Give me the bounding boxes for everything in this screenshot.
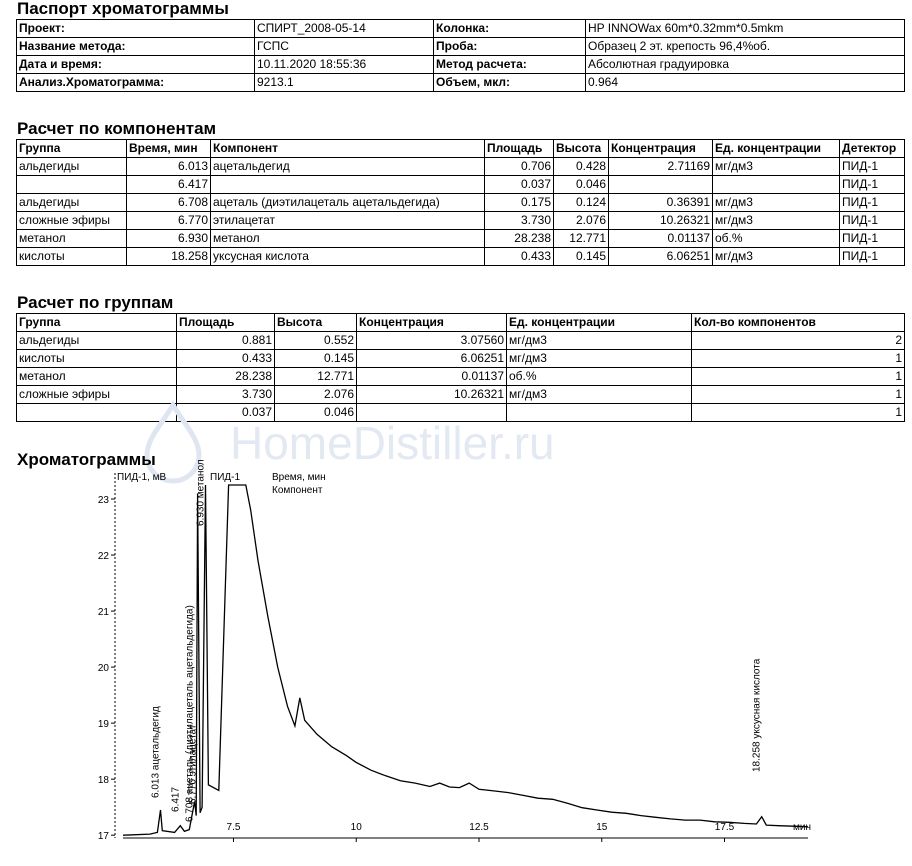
- peak-label: 18.258 уксусная кислота: [752, 658, 763, 772]
- table-cell: 0.145: [553, 247, 609, 266]
- table-cell: мг/дм3: [712, 247, 840, 266]
- table-cell: 0.037: [484, 175, 554, 194]
- x-tick-label: 7.5: [227, 822, 241, 833]
- y-tick-label: 21: [98, 607, 110, 618]
- passport-row: Проект: СПИРТ_2008-05-14 Колонка: HP INNOWa…: [16, 19, 905, 38]
- table-row: альдегиды 6.708 ацеталь (диэтилацеталь аце…: [16, 193, 905, 212]
- table-cell: 1: [691, 403, 905, 422]
- table-cell: 0.36391: [608, 193, 713, 212]
- passport-value: 9213.1: [254, 73, 434, 92]
- legend-entry: Время, мин: [272, 472, 326, 483]
- page-title: Паспорт хроматограммы: [17, 0, 229, 18]
- chromatogram-trace: [122, 484, 809, 836]
- table-cell: метанол: [16, 229, 127, 248]
- column-header: Площадь: [484, 139, 554, 158]
- passport-value: Образец 2 эт. крепость 96,4%об.: [585, 37, 905, 56]
- passport-value: СПИРТ_2008-05-14: [254, 19, 434, 38]
- table-cell: ПИД-1: [839, 247, 905, 266]
- table-cell: 0.433: [484, 247, 554, 266]
- x-tick-label: 15: [596, 822, 608, 833]
- y-tick-label: 18: [98, 775, 110, 786]
- y-tick-label: 22: [98, 551, 110, 562]
- table-cell: ацеталь (диэтилацеталь ацетальдегида): [210, 193, 485, 212]
- detector-label: ПИД-1, мВ: [117, 472, 166, 483]
- y-tick-label: 23: [98, 495, 110, 506]
- peak-label: 6.013 ацетальдегид: [150, 706, 161, 798]
- table-cell: 6.930: [126, 229, 211, 248]
- table-cell: мг/дм3: [712, 193, 840, 212]
- column-header: Ед. концентрации: [712, 139, 840, 158]
- table-cell: мг/дм3: [712, 211, 840, 230]
- column-header: Ед. концентрации: [506, 313, 692, 332]
- table-cell: альдегиды: [16, 157, 127, 176]
- table-cell: 0.124: [553, 193, 609, 212]
- table-row: сложные эфиры 6.770 этилацетат 3.730 2.076 10…: [16, 211, 905, 230]
- x-tick-label: 10: [351, 822, 363, 833]
- table-row: сложные эфиры 3.730 2.076 10.26321 мг/дм3 1: [16, 385, 905, 404]
- y-tick-label: 17: [98, 831, 110, 842]
- passport-table: Проект: СПИРТ_2008-05-14 Колонка: HP INNOWa…: [16, 19, 905, 92]
- table-row: кислоты 0.433 0.145 6.06251 мг/дм3 1: [16, 349, 905, 368]
- column-header: Группа: [16, 139, 127, 158]
- table-cell: ПИД-1: [839, 157, 905, 176]
- table-cell: кислоты: [16, 349, 177, 368]
- y-tick-label: 20: [98, 663, 110, 674]
- table-cell: об.%: [712, 229, 840, 248]
- table-cell: мг/дм3: [712, 157, 840, 176]
- chart-heading: Хроматограммы: [17, 450, 156, 469]
- groups-table: Группа Площадь Высота Концентрация Ед. конце…: [16, 313, 905, 422]
- table-cell: ПИД-1: [839, 175, 905, 194]
- x-axis-label: мин: [793, 822, 811, 833]
- groups-heading: Расчет по группам: [17, 293, 174, 312]
- table-cell: ПИД-1: [839, 211, 905, 230]
- table-cell: 6.708: [126, 193, 211, 212]
- table-cell: 0.046: [274, 403, 357, 422]
- table-cell: метанол: [16, 367, 177, 386]
- peak-label: 6.417: [170, 787, 181, 812]
- table-cell: 0.01137: [608, 229, 713, 248]
- table-row: 6.417 0.037 0.046 ПИД-1: [16, 175, 905, 194]
- peak-label: 6.770 этилацетат: [188, 724, 199, 804]
- table-cell: 2.71169: [608, 157, 713, 176]
- y-tick-label: 19: [98, 719, 110, 730]
- column-header: Высота: [274, 313, 357, 332]
- passport-value: 0.964: [585, 73, 905, 92]
- passport-row: Дата и время: 10.11.2020 18:55:36 Метод ра…: [16, 55, 905, 74]
- components-table: Группа Время, мин Компонент Площадь Высота Ко…: [16, 139, 905, 266]
- peak-label: 6.930 метанол: [195, 459, 206, 526]
- x-tick-label: 17.5: [715, 822, 735, 833]
- x-tick-label: 12.5: [469, 822, 489, 833]
- table-row: альдегиды 6.013 ацетальдегид 0.706 0.428 2.71…: [16, 157, 905, 176]
- column-header: Детектор: [839, 139, 905, 158]
- legend-entry: Компонент: [272, 485, 323, 496]
- series-label: ПИД-1: [210, 472, 240, 483]
- table-cell: кислоты: [16, 247, 127, 266]
- table-cell: 0.706: [484, 157, 554, 176]
- passport-value: ГСПС: [254, 37, 434, 56]
- table-cell: уксусная кислота: [210, 247, 485, 266]
- passport-label: Объем, мкл:: [433, 73, 586, 92]
- passport-row: Анализ.Хроматограмма: 9213.1 Объем, мкл: 0.…: [16, 73, 905, 92]
- table-cell: 6.013: [126, 157, 211, 176]
- passport-value: 10.11.2020 18:55:36: [254, 55, 434, 74]
- components-heading: Расчет по компонентам: [17, 119, 217, 138]
- column-header: Площадь: [176, 313, 275, 332]
- passport-label: Анализ.Хроматограмма:: [16, 73, 255, 92]
- peak-label: 6.708 ацеталь (диэтилацеталь ацетальдеги…: [185, 605, 196, 822]
- table-cell: 18.258: [126, 247, 211, 266]
- table-row: кислоты 18.258 уксусная кислота 0.433 0.145 6…: [16, 247, 905, 266]
- table-cell: 6.06251: [608, 247, 713, 266]
